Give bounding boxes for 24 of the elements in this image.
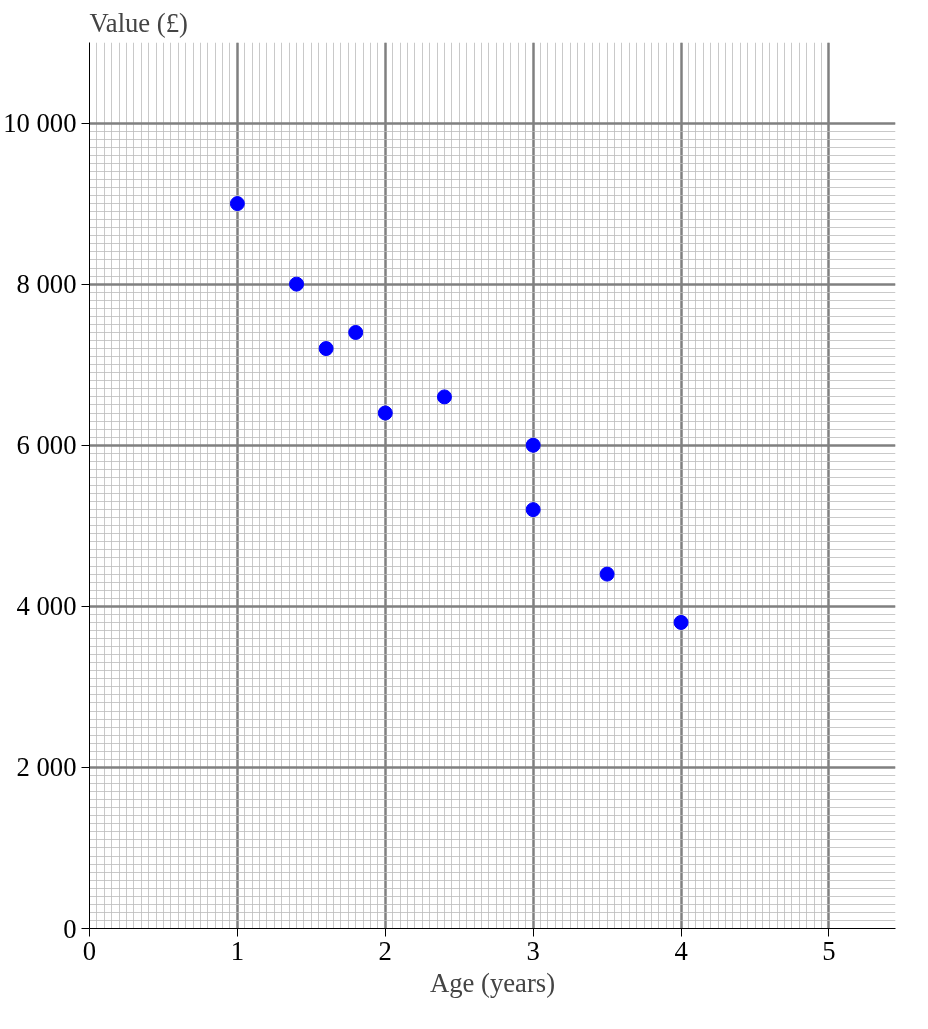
point	[599, 566, 615, 582]
x-tick-label: 0	[82, 935, 97, 966]
point	[318, 341, 334, 357]
x-tick-label: 2	[378, 935, 392, 966]
y-tick-label: 8 000	[16, 269, 77, 300]
point	[436, 389, 452, 405]
y-tick-label: 10 000	[3, 108, 77, 139]
y-tick-label: 6 000	[16, 430, 77, 461]
point	[377, 405, 393, 421]
point	[673, 614, 689, 630]
x-tick-label: 4	[674, 935, 688, 966]
x-tick-label: 5	[822, 935, 836, 966]
y-tick-label: 2 000	[16, 752, 77, 783]
point	[525, 437, 541, 453]
point	[289, 276, 305, 292]
x-tick-label: 1	[230, 935, 245, 966]
point	[348, 324, 364, 340]
point	[525, 502, 541, 518]
y-tick-label: 0	[63, 913, 77, 944]
x-axis-title: Age (years)	[429, 967, 556, 998]
y-tick-label: 4 000	[16, 591, 77, 622]
y-axis-title: Value (£)	[89, 7, 188, 38]
point	[229, 196, 245, 212]
x-tick-label: 3	[526, 935, 540, 966]
